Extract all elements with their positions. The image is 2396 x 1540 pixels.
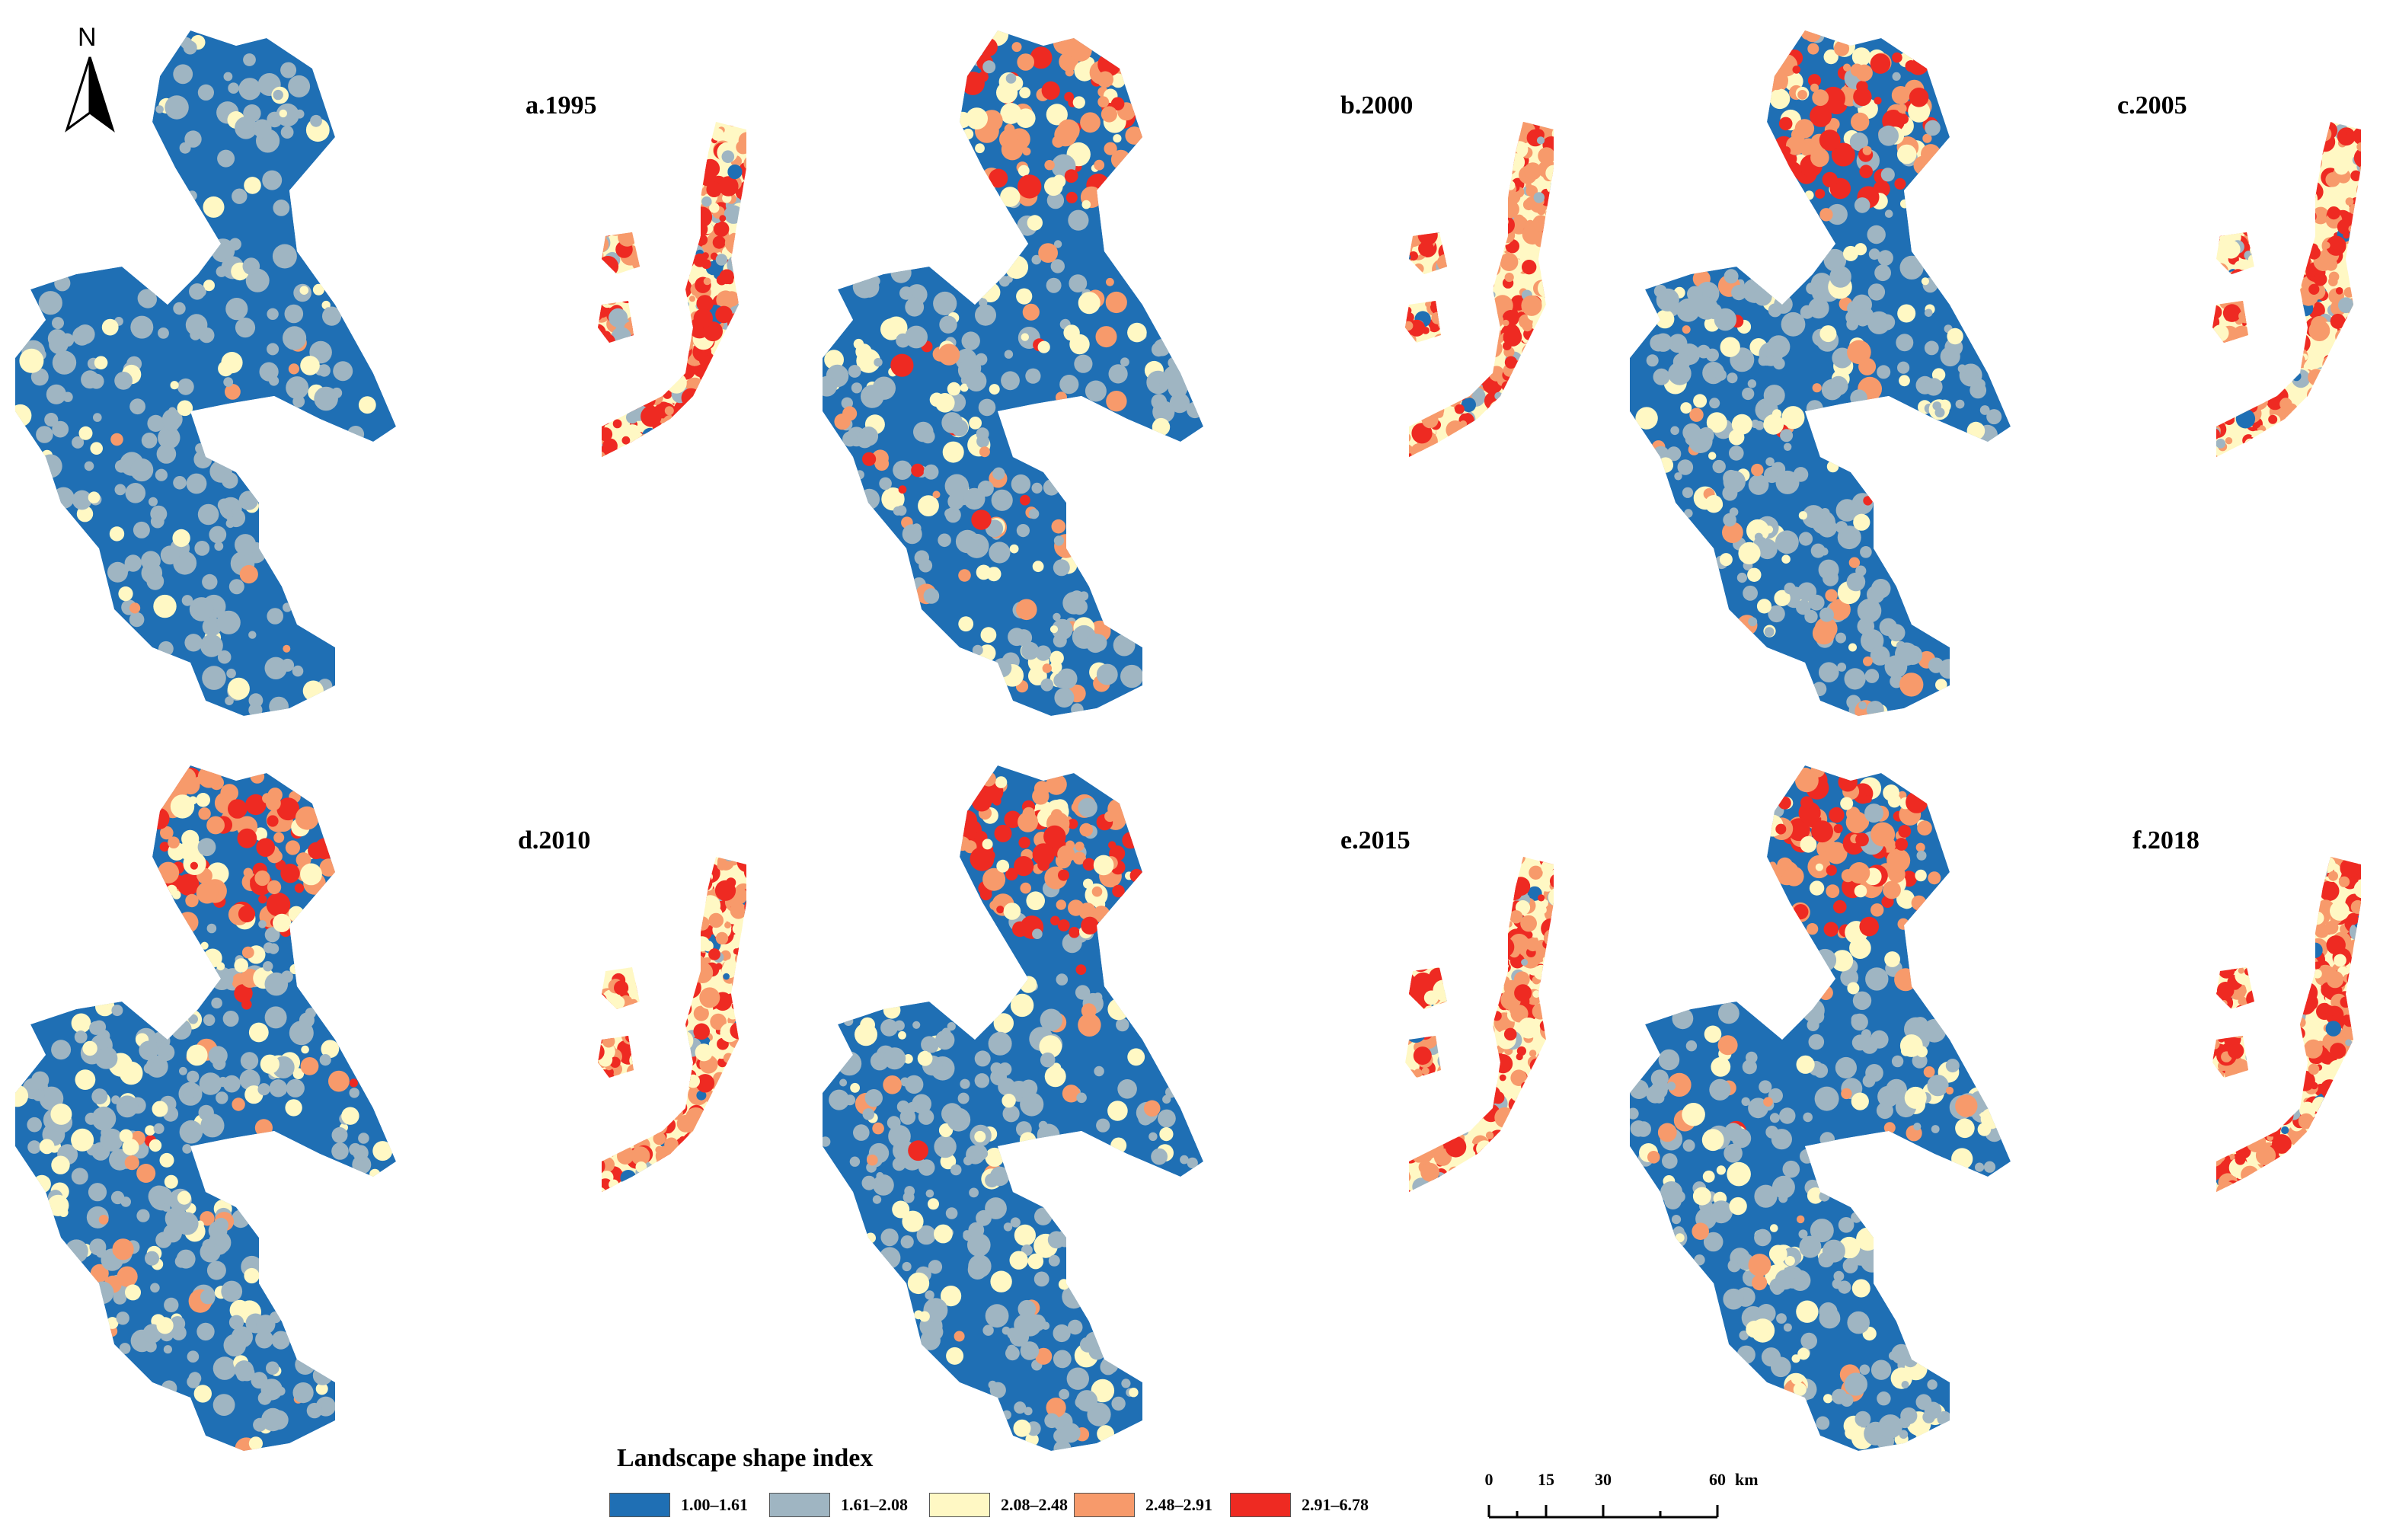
legend-label: 2.08–2.48: [1001, 1495, 1068, 1514]
east-region: [598, 857, 746, 1192]
legend-label: 2.48–2.91: [1145, 1495, 1212, 1514]
scale-tick-label: 0: [1484, 1470, 1494, 1489]
north-arrow-icon: [65, 56, 115, 133]
legend-swatch: [769, 1493, 830, 1517]
west-region: [823, 765, 1203, 1451]
panel-label: f.2018: [2132, 826, 2200, 855]
west-region: [15, 765, 396, 1451]
legend-label: 2.91–6.78: [1302, 1495, 1369, 1514]
map-graphic: [823, 765, 1554, 1451]
map-panel-c: c.2005: [1630, 15, 2396, 746]
map-legend: Landscape shape index 1.00–1.61 1.61–2.0…: [609, 1444, 1417, 1528]
east-region: [1405, 122, 1554, 457]
scale-tick-label: 60: [1709, 1470, 1726, 1489]
legend-swatch: [929, 1493, 990, 1517]
legend-item: 1.00–1.61: [609, 1491, 748, 1519]
panel-label: c.2005: [2117, 91, 2187, 120]
map-graphic: [823, 30, 1554, 716]
west-region: [823, 30, 1203, 716]
scale-tick-label: 15: [1538, 1470, 1554, 1489]
scale-tick-label: 30: [1595, 1470, 1612, 1489]
map-panel-e: e.2015: [823, 750, 1622, 1481]
map-panel-f: f.2018: [1630, 750, 2396, 1481]
scale-unit: km: [1735, 1470, 1759, 1489]
legend-swatch: [1074, 1493, 1135, 1517]
east-region: [598, 122, 746, 457]
map-graphic: [1630, 765, 2361, 1451]
north-arrow: N: [59, 23, 120, 137]
map-graphic: [15, 765, 746, 1451]
legend-item: 1.61–2.08: [769, 1491, 908, 1519]
east-region: [2212, 857, 2361, 1192]
legend-title: Landscape shape index: [617, 1444, 874, 1472]
scale-bar-graphic: [1487, 1505, 1719, 1519]
map-graphic: [15, 30, 746, 716]
panel-label: e.2015: [1340, 826, 1410, 855]
west-region: [1630, 30, 2011, 716]
west-region: [1630, 765, 2011, 1451]
scale-bar: 0 15 30 60 km: [1478, 1470, 1759, 1531]
legend-item: 2.08–2.48: [929, 1491, 1068, 1519]
legend-swatch: [1230, 1493, 1291, 1517]
west-region: [15, 30, 396, 716]
legend-item: 2.48–2.91: [1074, 1491, 1212, 1519]
legend-item: 2.91–6.78: [1230, 1491, 1369, 1519]
map-panel-b: b.2000: [823, 15, 1622, 746]
east-region: [2212, 122, 2361, 457]
panel-label: d.2010: [518, 826, 591, 855]
east-region: [1405, 857, 1554, 1192]
legend-label: 1.00–1.61: [681, 1495, 748, 1514]
panel-label: a.1995: [526, 91, 597, 120]
map-panel-d: d.2010: [15, 750, 815, 1481]
north-arrow-letter: N: [78, 23, 97, 52]
legend-label: 1.61–2.08: [841, 1495, 908, 1514]
legend-swatch: [609, 1493, 670, 1517]
map-panel-a: a.1995: [15, 15, 815, 746]
panel-label: b.2000: [1340, 91, 1414, 120]
map-graphic: [1630, 30, 2361, 716]
